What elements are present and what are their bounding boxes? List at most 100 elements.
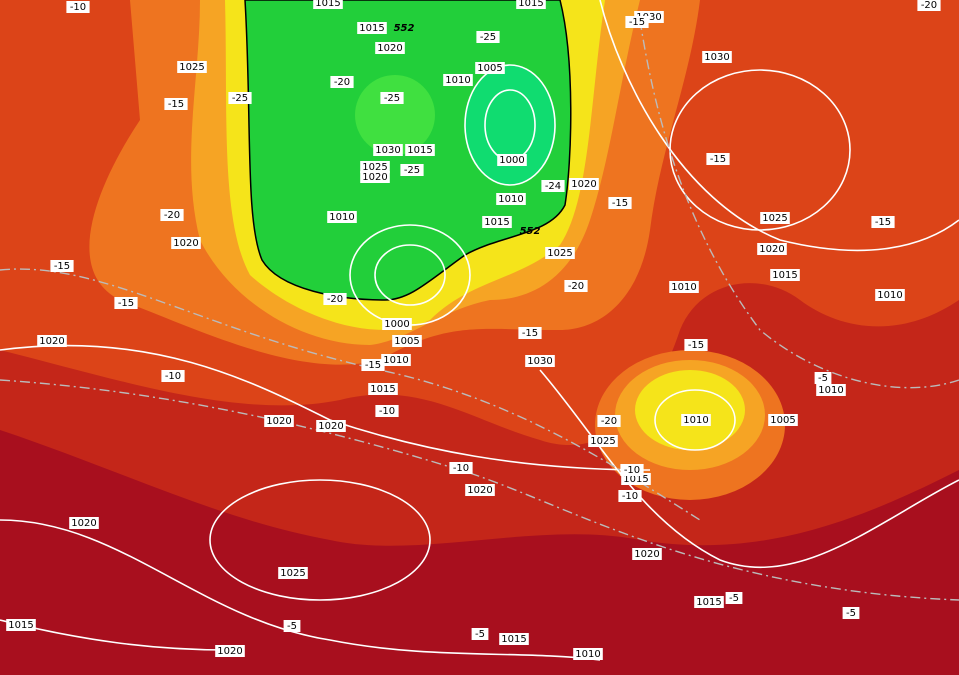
temperature-label: -20 xyxy=(568,281,584,292)
isobar-label: 1015 xyxy=(407,145,432,156)
temperature-label: -5 xyxy=(287,621,297,632)
isobar-label-box xyxy=(694,596,724,608)
temperature-label-box xyxy=(449,462,473,474)
temperature-label: -5 xyxy=(729,593,739,604)
isobar-label-box xyxy=(545,247,575,259)
temperature-label: -10 xyxy=(622,491,638,502)
temperature-label-box xyxy=(620,464,644,476)
thickness-label: 552 xyxy=(394,23,415,34)
isobar-label-box xyxy=(316,420,346,432)
temperature-label: -15 xyxy=(612,198,628,209)
isobar-label: 1025 xyxy=(179,62,204,73)
temperature-label-box xyxy=(375,405,399,417)
temperature-label-box xyxy=(228,92,252,104)
temperature-label-box xyxy=(361,359,385,371)
isobar-label-box xyxy=(171,237,201,249)
isobar-label: 1020 xyxy=(71,518,96,529)
isobar-label-box xyxy=(499,633,529,645)
temperature-label: -15 xyxy=(629,17,645,28)
temperature-label-box xyxy=(323,293,347,305)
temperature-label-box xyxy=(917,0,941,11)
isobar-label-box xyxy=(392,335,422,347)
isobar-label-box xyxy=(496,193,526,205)
isobar-label-box xyxy=(525,355,555,367)
temperature-label-box xyxy=(597,415,621,427)
isobar-label-box xyxy=(770,269,800,281)
isobar-label-box xyxy=(69,517,99,529)
isobar-label-box xyxy=(375,42,405,54)
temperature-label-box xyxy=(161,370,185,382)
temperature-label-box xyxy=(518,327,542,339)
temperature-label-box xyxy=(871,216,895,228)
isobar-label-box xyxy=(573,648,603,660)
isobar-label-box xyxy=(368,383,398,395)
temperature-label-box xyxy=(330,76,354,88)
isobar-label: 1030 xyxy=(375,145,400,156)
isobar-label: 1025 xyxy=(362,162,387,173)
temperature-label-box xyxy=(160,209,184,221)
temperature-label-box xyxy=(283,620,301,632)
isobar-label: 1015 xyxy=(315,0,340,9)
isobar-label: 1015 xyxy=(518,0,543,9)
isobar-label: 1010 xyxy=(329,212,354,223)
temperature-label: -5 xyxy=(818,373,828,384)
isobar-label-box xyxy=(443,74,473,86)
isobar-label-box xyxy=(669,281,699,293)
temperature-label: -10 xyxy=(379,406,395,417)
isobar-label: 1000 xyxy=(499,155,524,166)
isobar-label: 1005 xyxy=(770,415,795,426)
isobar-label: 1010 xyxy=(575,649,600,660)
isobar-label: 1015 xyxy=(359,23,384,34)
temperature-label-box xyxy=(50,260,74,272)
temperature-label: -15 xyxy=(168,99,184,110)
isobar-label: 1010 xyxy=(445,75,470,86)
isobar-label: 1015 xyxy=(501,634,526,645)
isobar-label: 1005 xyxy=(394,336,419,347)
temperature-label-box xyxy=(114,297,138,309)
isobar-label-box xyxy=(264,415,294,427)
isobar-label: 1025 xyxy=(762,213,787,224)
temperature-label: -15 xyxy=(118,298,134,309)
temperature-label: -15 xyxy=(710,154,726,165)
isobar-label-box xyxy=(357,22,387,34)
cold-core xyxy=(465,65,555,185)
isobar-label: 1020 xyxy=(362,172,387,183)
temperature-label: -15 xyxy=(54,261,70,272)
temperature-label-box xyxy=(380,92,404,104)
isobar-label-box xyxy=(6,619,36,631)
temperature-label: -15 xyxy=(522,328,538,339)
isobar-label: 1015 xyxy=(623,474,648,485)
isobar-label-box xyxy=(360,171,390,183)
isobar-label-box xyxy=(516,0,546,9)
isobar-label: 1025 xyxy=(547,248,572,259)
isobar-label-box xyxy=(373,144,403,156)
temperature-label: -20 xyxy=(334,77,350,88)
isobar-label-box xyxy=(768,414,798,426)
thickness-label: 552 xyxy=(520,226,541,237)
temperature-label: -5 xyxy=(475,629,485,640)
isobar-label-box xyxy=(569,178,599,190)
isobar-label: 1010 xyxy=(671,282,696,293)
isobar-label-box xyxy=(177,61,207,73)
isobar-label-box xyxy=(588,435,618,447)
temperature-label-box xyxy=(476,31,500,43)
temperature-label: -25 xyxy=(404,165,420,176)
temperature-label-box xyxy=(608,197,632,209)
temperature-label: -20 xyxy=(601,416,617,427)
isobar-label-box xyxy=(327,211,357,223)
isobar-label: 1010 xyxy=(877,290,902,301)
isobar-label: 1015 xyxy=(370,384,395,395)
temperature-label: -10 xyxy=(624,465,640,476)
isobar-label-box xyxy=(313,0,343,9)
isobar-label-box xyxy=(360,161,390,173)
isobar-label: 1020 xyxy=(217,646,242,657)
isobar-label: 1010 xyxy=(383,355,408,366)
temperature-label-box xyxy=(706,153,730,165)
temperature-label: -10 xyxy=(165,371,181,382)
isobar-label: 1020 xyxy=(266,416,291,427)
isobar-label-box xyxy=(37,335,67,347)
temperature-label-box xyxy=(725,592,743,604)
isobar-label-box xyxy=(475,62,505,74)
isobar-label-box xyxy=(382,318,412,330)
temperature-label-box xyxy=(814,372,832,384)
